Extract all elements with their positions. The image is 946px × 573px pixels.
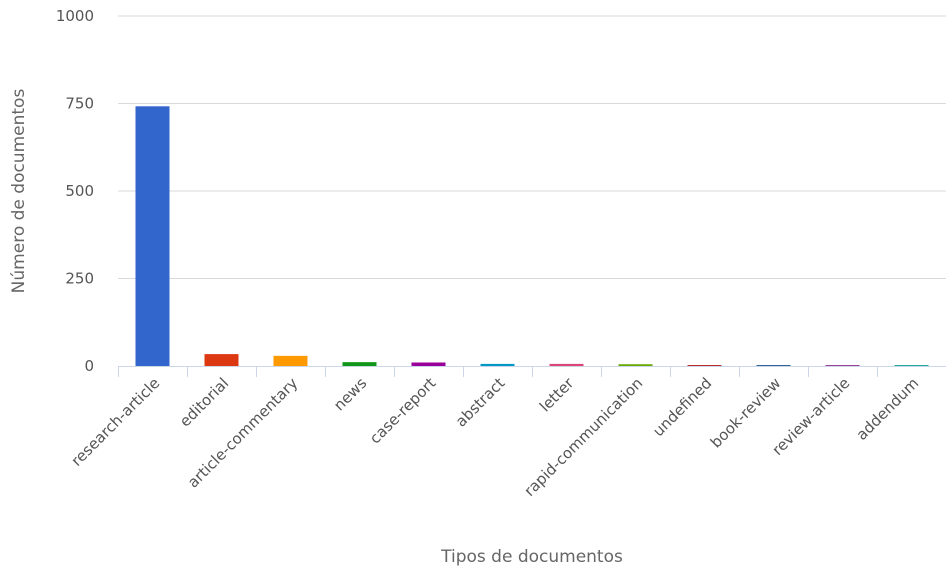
y-tick-label: 500 [65, 182, 94, 200]
x-tick-label: case-report [366, 374, 439, 447]
x-tick-label: abstract [452, 374, 509, 431]
y-axis-title: Número de documentos [9, 89, 29, 294]
bar-news [342, 362, 377, 366]
bar-abstract [480, 363, 515, 366]
x-tick-label: research-article [68, 374, 164, 470]
x-tick-label: undefined [649, 374, 715, 440]
y-tick-labels: 0 250 500 750 1000 [56, 7, 94, 375]
bar-letter [549, 363, 584, 366]
bar-book-review [756, 365, 791, 366]
x-tick-labels: research-article editorialarticle-comment… [68, 374, 923, 500]
x-tick-label: editorial [176, 374, 232, 430]
x-tick-label: addendum [853, 374, 923, 444]
gridlines [118, 15, 946, 279]
bars [135, 106, 929, 367]
bar-undefined [687, 365, 722, 366]
bar-case-report [411, 362, 446, 366]
x-tick-label: book-review [707, 374, 784, 451]
y-tick-label: 1000 [56, 7, 94, 25]
y-tick-label: 0 [84, 357, 94, 375]
x-axis [118, 366, 946, 377]
bar-article-commentary [273, 355, 308, 366]
bar-research-article [135, 106, 170, 367]
y-tick-label: 250 [65, 270, 94, 288]
x-axis-title: Tipos de documentos [440, 547, 623, 567]
x-tick-label: letter [536, 374, 578, 416]
bar-editorial [204, 354, 239, 366]
x-tick-label: news [330, 374, 370, 414]
y-tick-label: 750 [65, 95, 94, 113]
x-tick-label: rapid-communication [520, 374, 646, 500]
bar-rapid-communication [618, 364, 653, 366]
bar-addendum [894, 365, 929, 366]
bar-review-article [825, 365, 860, 366]
